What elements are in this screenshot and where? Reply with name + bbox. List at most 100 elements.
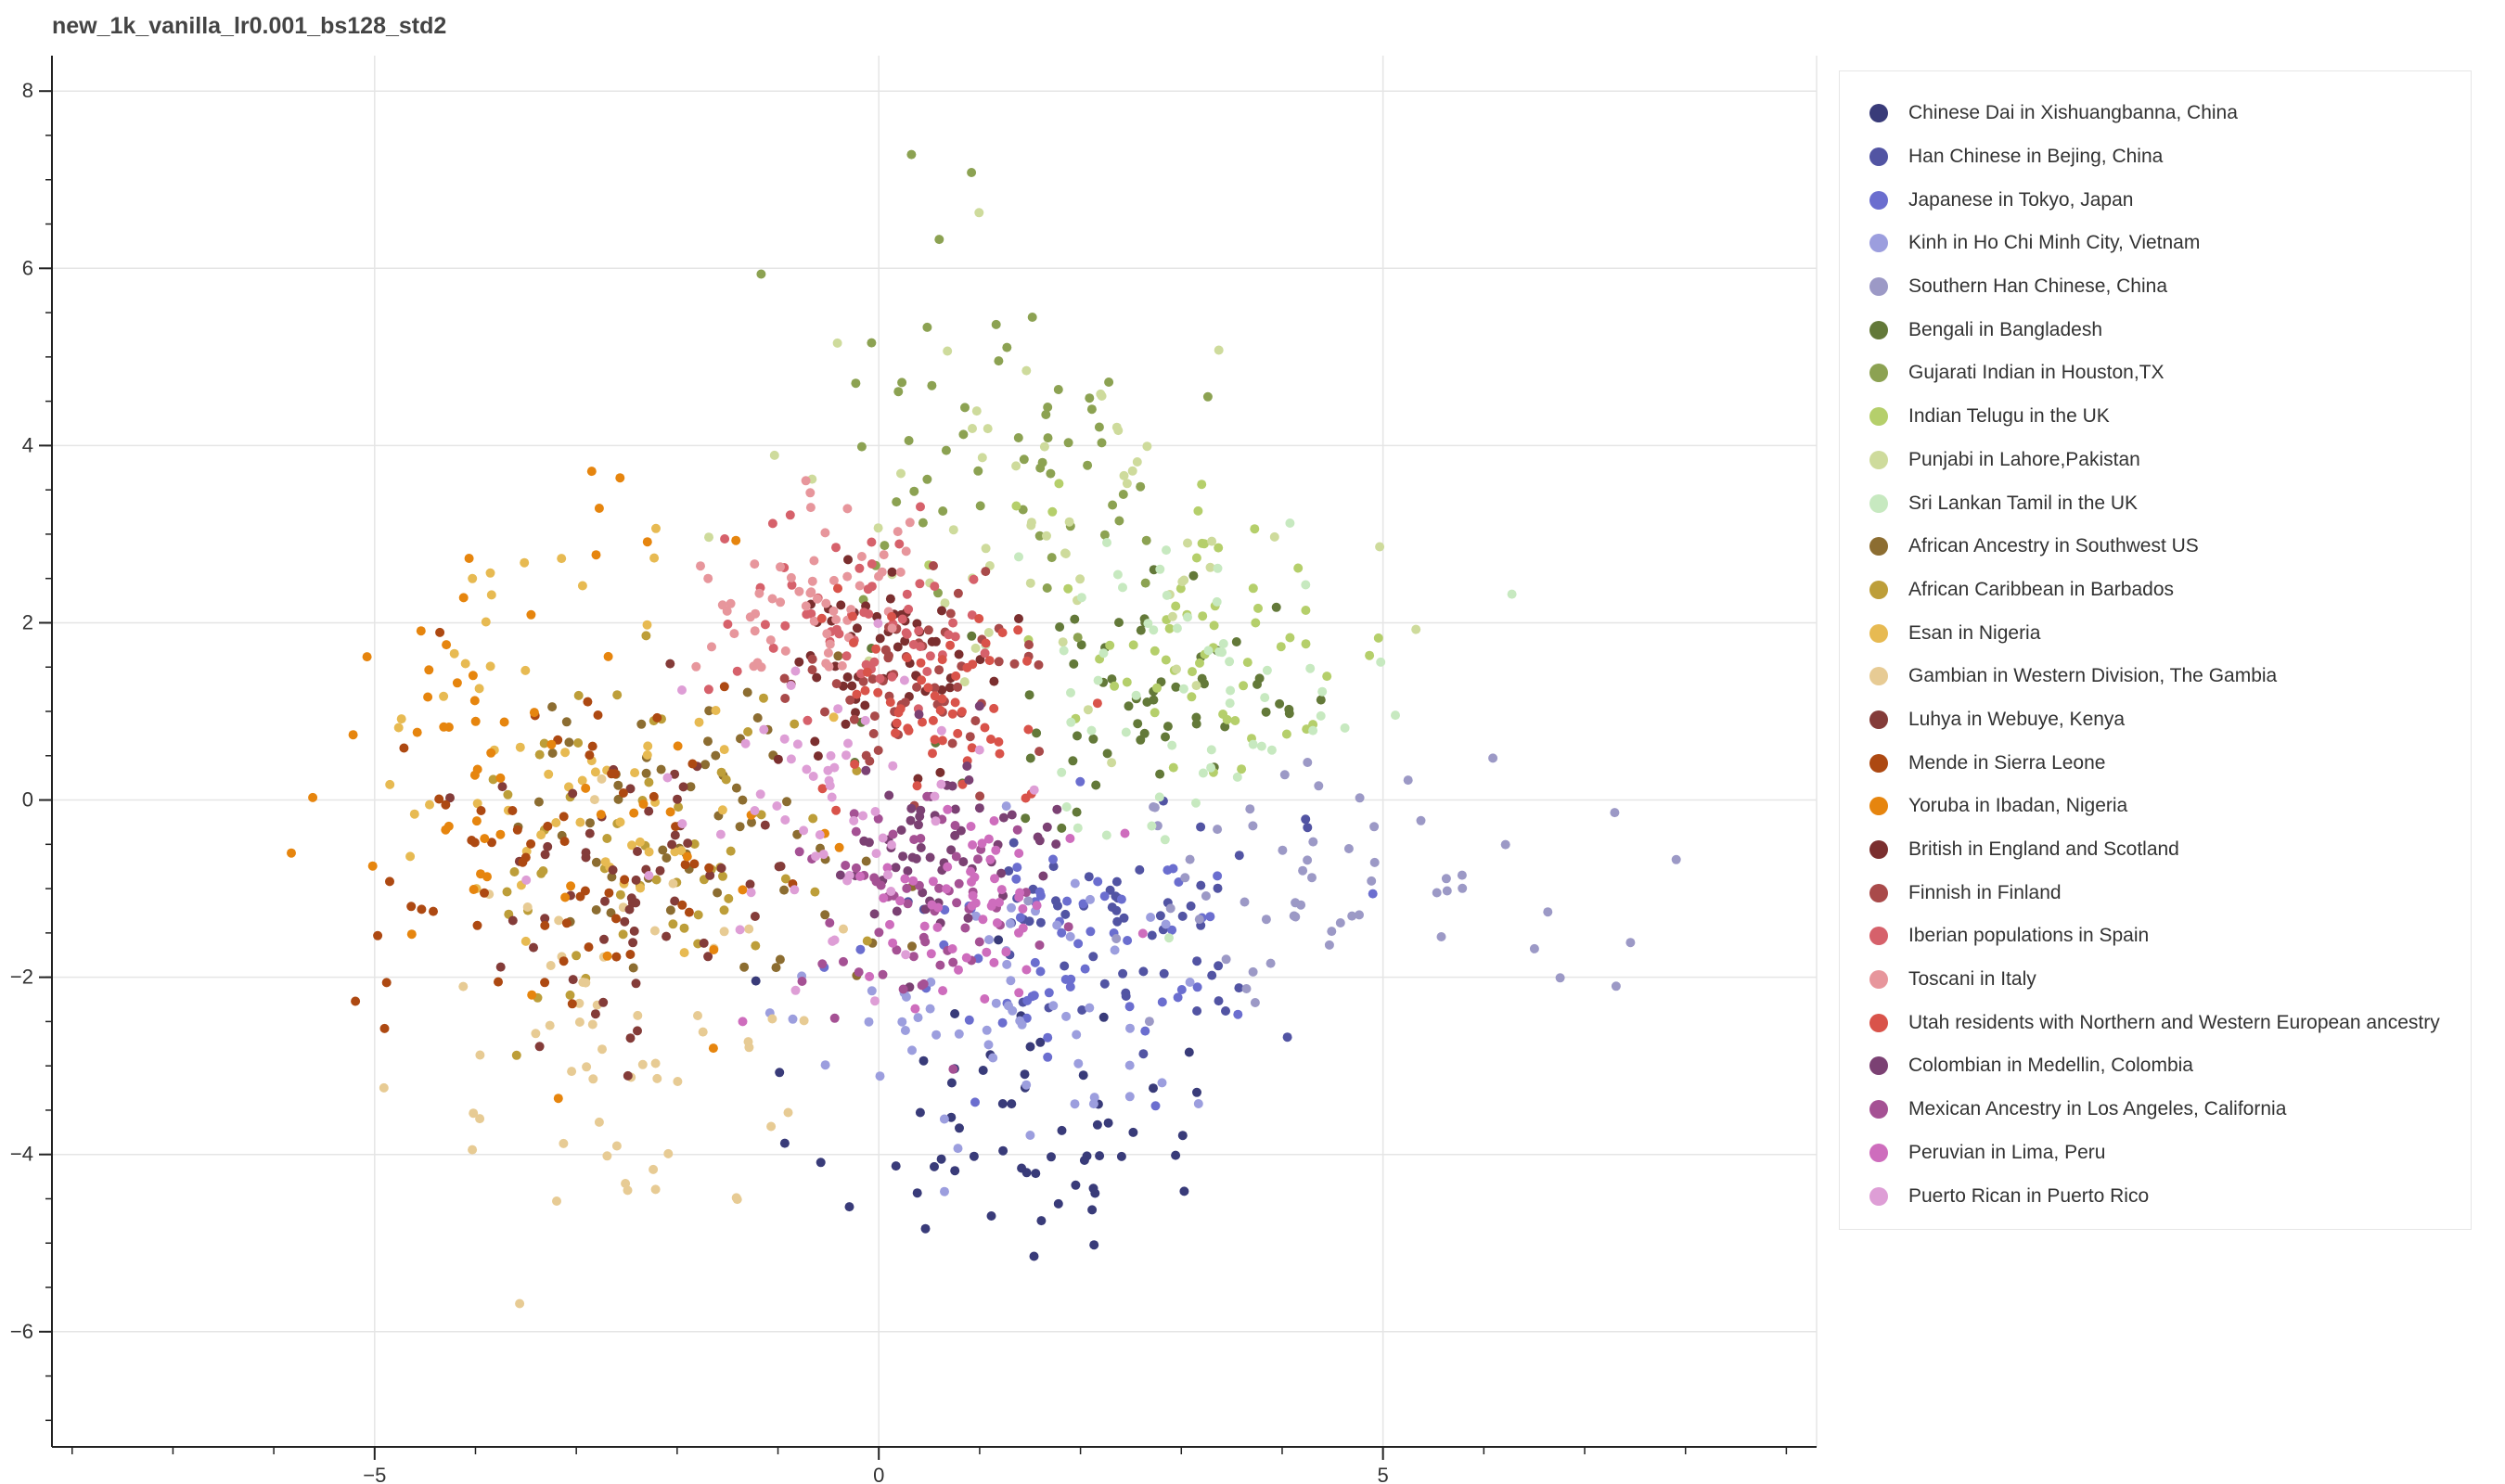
data-point	[1011, 501, 1021, 511]
data-point	[1007, 902, 1016, 913]
data-point	[1261, 707, 1271, 717]
data-point	[1025, 1131, 1035, 1140]
data-point	[631, 875, 641, 885]
data-point	[1188, 570, 1199, 581]
data-point	[1221, 1006, 1230, 1016]
data-point	[1136, 481, 1146, 492]
data-point	[552, 1196, 561, 1206]
data-point	[867, 559, 877, 569]
data-point	[1058, 637, 1068, 647]
legend-label: Bengali in Bangladesh	[1908, 318, 2102, 340]
data-point	[665, 905, 675, 915]
data-point	[1625, 938, 1636, 948]
data-point	[1120, 828, 1130, 838]
data-point	[650, 1184, 661, 1195]
data-point	[815, 830, 825, 840]
data-point	[471, 816, 482, 826]
data-point	[794, 657, 804, 667]
data-point	[1063, 583, 1073, 594]
scatter-series	[445, 659, 786, 1081]
data-point	[1340, 723, 1350, 733]
data-point	[981, 567, 991, 577]
data-point	[1099, 891, 1110, 902]
data-point	[952, 898, 962, 908]
data-point	[871, 876, 881, 887]
data-point	[1171, 601, 1181, 611]
data-point	[1205, 562, 1215, 572]
data-point	[945, 608, 956, 619]
data-point	[1239, 681, 1249, 691]
legend-swatch	[1869, 537, 1888, 556]
data-point	[1403, 775, 1413, 786]
data-point	[700, 760, 711, 770]
legend-label: Peruvian in Lima, Peru	[1908, 1141, 2106, 1163]
data-point	[495, 829, 506, 839]
data-point	[1083, 705, 1093, 715]
data-point	[944, 630, 954, 640]
data-point	[887, 611, 897, 621]
data-point	[534, 1042, 545, 1052]
data-point	[862, 667, 872, 677]
data-point	[807, 576, 817, 586]
data-point	[663, 1148, 674, 1158]
data-point	[1191, 553, 1201, 563]
data-point	[882, 863, 893, 873]
data-point	[1035, 917, 1046, 928]
data-point	[487, 838, 496, 848]
data-point	[1276, 642, 1286, 652]
data-point	[534, 749, 545, 760]
data-point	[914, 626, 924, 636]
data-point	[458, 981, 469, 991]
data-point	[636, 719, 647, 729]
data-point	[893, 527, 903, 537]
legend-item: Japanese in Tokyo, Japan	[1840, 178, 2471, 222]
legend-swatch	[1869, 190, 1888, 210]
data-point	[953, 682, 963, 692]
data-point	[1192, 956, 1202, 966]
data-point	[1230, 716, 1240, 725]
data-point	[1102, 538, 1111, 547]
legend-swatch	[1869, 1143, 1888, 1162]
data-point	[449, 648, 459, 659]
data-point	[1159, 968, 1169, 979]
data-point	[729, 629, 739, 639]
data-point	[918, 979, 929, 989]
data-point	[628, 963, 638, 973]
data-point	[694, 717, 704, 727]
data-point	[662, 773, 673, 783]
data-point	[1078, 1070, 1088, 1081]
data-point	[899, 675, 909, 685]
data-point	[892, 497, 902, 507]
data-point	[896, 468, 906, 479]
data-point	[786, 681, 796, 690]
data-point	[711, 750, 721, 761]
data-point	[1065, 834, 1075, 843]
data-point	[829, 762, 840, 773]
data-point	[960, 403, 970, 413]
data-point	[1072, 807, 1082, 817]
data-point	[1154, 792, 1164, 802]
data-point	[893, 642, 903, 652]
data-point	[751, 976, 761, 986]
legend-swatch	[1869, 667, 1888, 686]
data-point	[1147, 821, 1157, 831]
data-point	[971, 406, 982, 416]
data-point	[1225, 698, 1235, 709]
data-point	[797, 977, 807, 986]
data-point	[1073, 731, 1082, 741]
data-point	[560, 748, 571, 758]
data-point	[1089, 1093, 1099, 1103]
data-point	[846, 605, 856, 615]
legend-swatch	[1869, 450, 1888, 469]
legend-label: Kinh in Ho Chi Minh City, Vietnam	[1908, 232, 2201, 254]
data-point	[679, 948, 689, 958]
data-point	[696, 561, 705, 571]
data-point	[829, 712, 839, 723]
data-point	[901, 950, 911, 960]
data-point	[1011, 461, 1021, 471]
data-point	[907, 941, 917, 952]
data-point	[1248, 739, 1258, 749]
data-point	[651, 875, 662, 885]
data-point	[935, 767, 945, 777]
data-point	[1099, 530, 1110, 540]
